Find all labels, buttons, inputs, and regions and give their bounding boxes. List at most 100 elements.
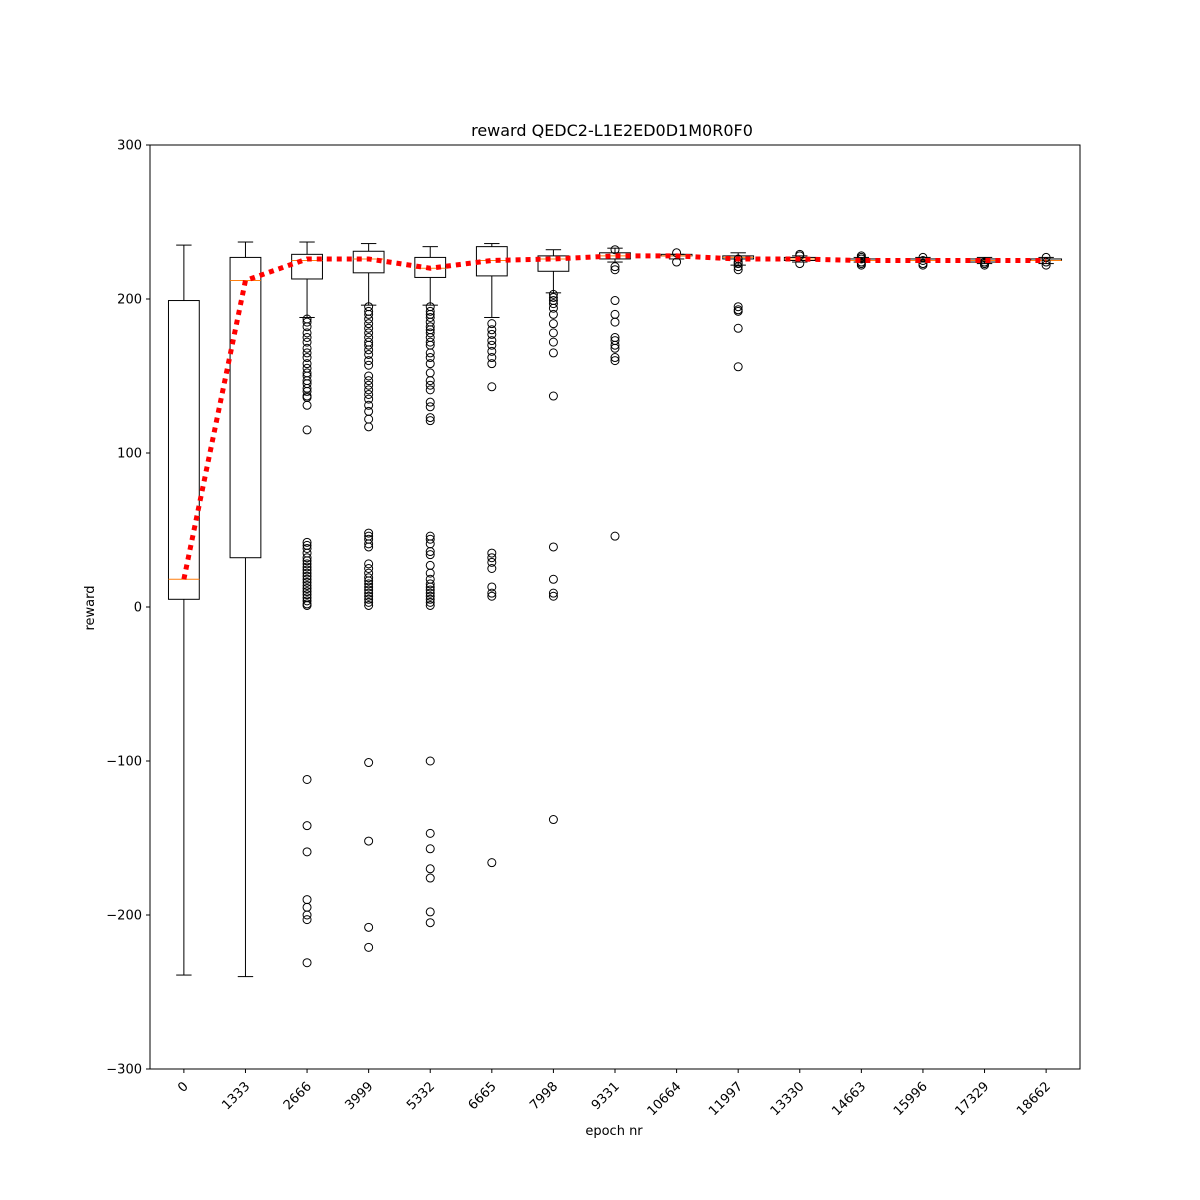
outlier-point xyxy=(856,260,866,270)
x-axis-label: epoch nr xyxy=(585,1124,643,1139)
outlier-point xyxy=(733,262,743,272)
outlier-point xyxy=(364,385,374,395)
outlier-point xyxy=(425,306,435,316)
outlier-point xyxy=(364,314,374,324)
box-7998 xyxy=(537,249,570,825)
outlier-point xyxy=(302,958,312,968)
outlier-point xyxy=(610,262,620,272)
outlier-point xyxy=(425,353,435,363)
y-tick-label: 300 xyxy=(117,139,142,154)
iqr-box xyxy=(537,255,570,272)
outlier-point xyxy=(487,319,497,329)
outlier-point xyxy=(364,345,374,355)
outlier-point xyxy=(302,337,312,347)
outlier-point xyxy=(487,591,497,601)
outlier-point xyxy=(610,245,620,255)
outlier-point xyxy=(548,588,558,598)
outlier-point xyxy=(548,337,558,347)
outlier-point xyxy=(487,858,497,868)
outlier-point xyxy=(364,323,374,333)
outlier-point xyxy=(425,348,435,358)
mean-trend-line xyxy=(181,253,1047,580)
outlier-point xyxy=(302,537,312,547)
outlier-point xyxy=(425,550,435,560)
outlier-point xyxy=(364,922,374,932)
outlier-point xyxy=(425,397,435,407)
outlier-point xyxy=(425,385,435,395)
outlier-point xyxy=(733,302,743,312)
box-6665 xyxy=(475,243,508,868)
outlier-point xyxy=(302,425,312,435)
box-3999 xyxy=(352,243,385,952)
outlier-point xyxy=(302,587,312,597)
outlier-point xyxy=(918,260,928,270)
outlier-point xyxy=(425,582,435,592)
outlier-point xyxy=(302,577,312,587)
outlier-point xyxy=(548,292,558,302)
outlier-point xyxy=(302,590,312,600)
outlier-point xyxy=(364,328,374,338)
outlier-point xyxy=(425,756,435,766)
outlier-point xyxy=(302,559,312,569)
outlier-point xyxy=(425,322,435,332)
outlier-point xyxy=(733,362,743,372)
outlier-point xyxy=(425,907,435,917)
outlier-point xyxy=(610,356,620,366)
outlier-point xyxy=(487,564,497,573)
y-axis-label: reward xyxy=(83,585,98,630)
outlier-point xyxy=(425,380,435,390)
outlier-point xyxy=(364,376,374,386)
outlier-point xyxy=(425,568,435,578)
y-tick-label: −100 xyxy=(106,755,142,770)
y-tick-label: 100 xyxy=(117,447,142,462)
outlier-point xyxy=(302,543,312,553)
outlier-point xyxy=(980,260,990,270)
outlier-point xyxy=(302,580,312,590)
outlier-point xyxy=(425,588,435,598)
outlier-point xyxy=(302,348,312,358)
outlier-point xyxy=(364,356,374,366)
outlier-point xyxy=(364,588,374,598)
outlier-point xyxy=(364,597,374,607)
outlier-point xyxy=(425,337,435,347)
outlier-point xyxy=(302,596,312,606)
box-9331 xyxy=(599,245,631,541)
outlier-point xyxy=(733,323,743,333)
outlier-point xyxy=(425,534,435,544)
outlier-point xyxy=(425,591,435,601)
outlier-point xyxy=(487,340,497,350)
outlier-point xyxy=(364,380,374,390)
outlier-point xyxy=(302,565,312,575)
outlier-point xyxy=(487,329,497,339)
outlier-point xyxy=(364,371,374,381)
y-tick-label: −200 xyxy=(106,909,142,924)
outlier-point xyxy=(302,400,312,410)
outlier-point xyxy=(302,600,312,610)
outlier-point xyxy=(425,579,435,589)
outlier-point xyxy=(302,333,312,342)
outlier-point xyxy=(364,591,374,601)
outlier-point xyxy=(364,400,374,410)
outlier-point xyxy=(425,594,435,604)
outlier-point xyxy=(364,319,374,329)
outlier-point xyxy=(548,348,558,358)
outlier-point xyxy=(425,918,435,928)
outlier-point xyxy=(548,815,558,825)
y-tick-label: 0 xyxy=(134,601,142,616)
outlier-point xyxy=(487,325,497,335)
outlier-point xyxy=(302,915,312,925)
outlier-point xyxy=(487,557,497,567)
outlier-point xyxy=(548,328,558,338)
outlier-point xyxy=(610,343,620,353)
axes-frame xyxy=(149,144,1081,1070)
outlier-point xyxy=(425,828,435,838)
outlier-point xyxy=(487,346,497,356)
outlier-point xyxy=(610,265,620,275)
outlier-point xyxy=(487,353,497,363)
outlier-point xyxy=(364,579,374,589)
outlier-point xyxy=(302,571,312,581)
outlier-point xyxy=(425,864,435,874)
outlier-point xyxy=(364,422,374,432)
iqr-box xyxy=(229,256,262,559)
